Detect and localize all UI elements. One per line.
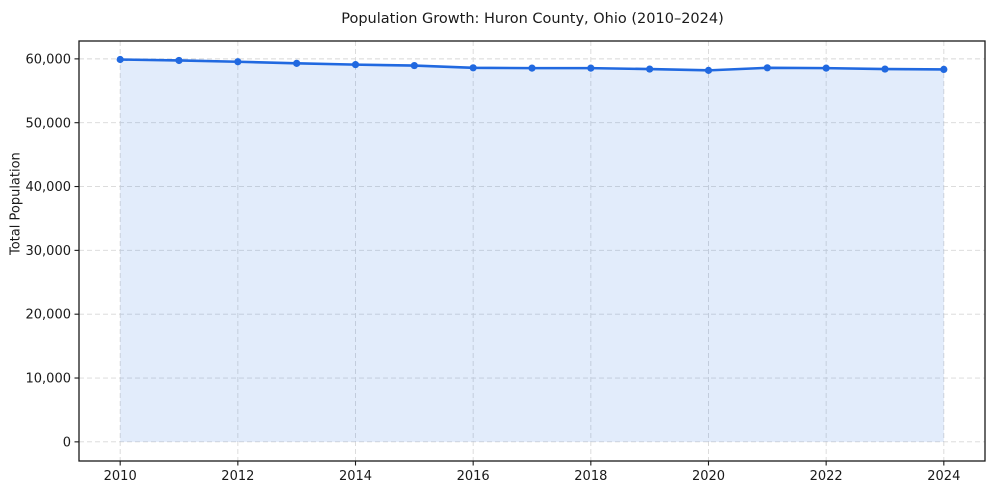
x-tick-label: 2010: [104, 469, 137, 484]
data-point-2024: [940, 65, 948, 74]
data-point-2012: [234, 58, 242, 66]
y-tick-label: 40,000: [26, 180, 72, 195]
x-tick-label: 2022: [810, 469, 843, 484]
x-tick-label: 2024: [927, 469, 960, 484]
data-point-2023: [881, 65, 889, 73]
x-tick-label: 2018: [574, 469, 607, 484]
data-point-2015: [410, 61, 418, 70]
y-tick-label: 60,000: [26, 52, 72, 67]
data-point-2017: [528, 64, 536, 72]
gridlines: [79, 41, 985, 461]
chart-title: Population Growth: Huron County, Ohio (2…: [341, 11, 724, 27]
data-point-2019: [646, 65, 654, 73]
data-point-2016: [469, 64, 477, 72]
x-tick-label: 2014: [339, 469, 372, 484]
data-point-2014: [351, 61, 360, 69]
axis-ticks: 0 10,000 20,000 30,000 40,000 50,000 60,000 201…: [26, 52, 961, 484]
data-point-2022: [822, 64, 830, 72]
y-tick-label: 0: [63, 435, 71, 450]
data-point-2013: [293, 59, 301, 67]
data-point-2020: [704, 66, 713, 74]
y-tick-label: 30,000: [26, 244, 72, 259]
area-fill: [120, 59, 944, 442]
x-tick-label: 2016: [457, 469, 490, 484]
y-tick-label: 50,000: [26, 116, 72, 131]
x-tick-label: 2012: [221, 469, 254, 484]
data-point-2011: [175, 56, 183, 65]
data-point-2010: [116, 55, 124, 64]
plot-background: [79, 41, 985, 461]
y-tick-label: 20,000: [26, 308, 72, 323]
data-point-2018: [587, 64, 595, 72]
plot-frame: [78, 40, 986, 462]
data-points: [116, 55, 948, 74]
x-tick-label: 2020: [692, 469, 725, 484]
data-point-2021: [763, 64, 771, 72]
y-tick-label: 10,000: [26, 372, 72, 387]
